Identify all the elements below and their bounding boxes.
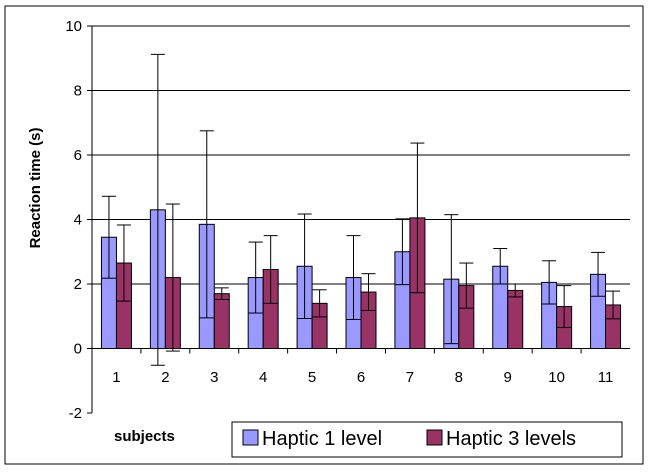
y-tick-label-4: 4 <box>74 212 82 229</box>
y-tick-label-6: 6 <box>74 147 82 164</box>
x-tick-label-2: 2 <box>161 369 169 386</box>
legend-swatch-haptic-3-levels <box>427 430 442 445</box>
x-axis-title: subjects <box>114 428 175 445</box>
bar-haptic-3-levels-9 <box>508 290 523 348</box>
x-tick-label-4: 4 <box>259 369 267 386</box>
x-tick-label-10: 10 <box>548 369 565 386</box>
x-tick-label-11: 11 <box>598 369 614 386</box>
y-axis-title: Reaction time (s) <box>27 128 44 249</box>
x-tick-label-1: 1 <box>112 369 120 386</box>
x-tick-label-8: 8 <box>455 369 463 386</box>
x-tick-label-7: 7 <box>406 369 414 386</box>
y-tick-label-8: 8 <box>74 83 82 100</box>
legend-label-haptic-1-level: Haptic 1 level <box>262 428 382 450</box>
legend-label-haptic-3-levels: Haptic 3 levels <box>446 428 576 450</box>
x-tick-label-6: 6 <box>357 369 365 386</box>
x-tick-label-5: 5 <box>308 369 316 386</box>
y-tick-label-2: 2 <box>74 276 82 293</box>
legend-swatch-haptic-1-level <box>243 430 258 445</box>
x-tick-label-3: 3 <box>210 369 218 386</box>
y-tick-label-2: -2 <box>69 405 82 422</box>
bar-haptic-3-levels-3 <box>214 294 229 349</box>
y-tick-label-0: 0 <box>74 341 82 358</box>
legend: Haptic 1 level Haptic 3 levels <box>232 422 622 457</box>
x-tick-label-9: 9 <box>504 369 512 386</box>
y-tick-label-10: 10 <box>65 18 82 35</box>
